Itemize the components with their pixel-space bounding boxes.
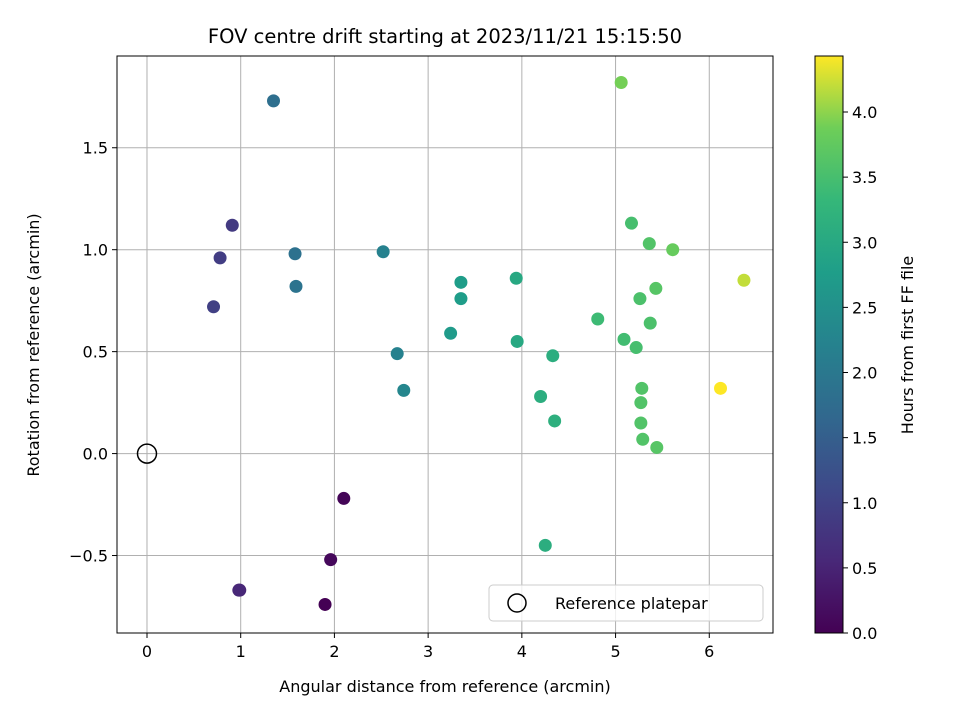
colorbar-tick-label: 0.5 — [852, 559, 877, 578]
data-point — [510, 334, 524, 348]
data-point — [207, 300, 221, 314]
data-points — [136, 76, 751, 611]
data-point — [629, 341, 643, 355]
data-point — [633, 292, 647, 306]
y-tick-label: 1.0 — [83, 241, 108, 260]
data-point — [289, 279, 303, 293]
data-point — [390, 347, 404, 361]
y-tick-label: −0.5 — [69, 547, 108, 566]
x-tick-label: 6 — [704, 642, 714, 661]
data-point — [454, 292, 468, 306]
data-point — [267, 94, 281, 108]
data-point — [591, 312, 605, 326]
data-point — [642, 237, 656, 251]
grid-lines — [117, 56, 773, 633]
data-point — [376, 245, 390, 259]
data-point — [636, 432, 650, 446]
y-tick-label: 1.5 — [83, 139, 108, 158]
data-point — [737, 273, 751, 287]
data-point — [546, 349, 560, 363]
data-point — [534, 389, 548, 403]
data-point — [666, 243, 680, 257]
data-point — [454, 275, 468, 289]
colorbar-gradient — [814, 55, 844, 634]
colorbar-tick-label: 2.0 — [852, 364, 877, 383]
colorbar-tick-label: 1.0 — [852, 494, 877, 513]
x-tick-label: 2 — [329, 642, 339, 661]
colorbar-tick-label: 4.0 — [852, 103, 877, 122]
data-point — [232, 583, 246, 597]
data-point — [649, 281, 663, 295]
colorbar-tick-label: 1.5 — [852, 429, 877, 448]
data-point — [714, 381, 728, 395]
plot-frame — [116, 55, 774, 634]
colorbar: 0.0 0.5 1.0 1.5 2.0 2.5 3.0 3.5 4.0 Hours from f… — [814, 55, 917, 643]
colorbar-tick-label: 2.5 — [852, 298, 877, 317]
data-point — [634, 396, 648, 410]
y-axis-ticks: −0.5 0.0 0.5 1.0 1.5 — [69, 139, 117, 566]
x-tick-label: 0 — [142, 642, 152, 661]
data-point — [509, 271, 523, 285]
data-point — [397, 383, 411, 397]
y-tick-label: 0.5 — [83, 343, 108, 362]
x-tick-label: 1 — [236, 642, 246, 661]
y-tick-label: 0.0 — [83, 445, 108, 464]
data-point — [635, 381, 649, 395]
colorbar-tick-label: 3.0 — [852, 233, 877, 252]
data-point — [538, 538, 552, 552]
reference-platepar-marker — [136, 443, 158, 464]
x-tick-label: 3 — [423, 642, 433, 661]
data-point — [288, 247, 302, 261]
data-point — [318, 597, 332, 611]
data-point — [225, 218, 239, 232]
x-axis-ticks: 0 1 2 3 4 5 6 — [142, 633, 714, 661]
data-point — [634, 416, 648, 430]
legend: Reference platepar — [488, 584, 764, 622]
colorbar-ticks: 0.0 0.5 1.0 1.5 2.0 2.5 3.0 3.5 4.0 — [843, 103, 877, 643]
data-point — [650, 440, 664, 454]
legend-marker — [507, 593, 527, 613]
data-point — [213, 251, 227, 265]
legend-entry-label: Reference platepar — [555, 594, 708, 613]
data-point — [324, 553, 338, 567]
data-point — [444, 326, 458, 340]
colorbar-tick-label: 3.5 — [852, 168, 877, 187]
data-point — [617, 332, 631, 346]
y-axis-label: Rotation from reference (arcmin) — [24, 213, 43, 476]
data-point — [643, 316, 657, 330]
data-point — [548, 414, 562, 428]
data-point — [614, 76, 628, 90]
colorbar-label: Hours from first FF file — [898, 256, 917, 435]
x-axis-label: Angular distance from reference (arcmin) — [279, 677, 610, 696]
x-tick-label: 4 — [517, 642, 527, 661]
legend-box — [488, 584, 764, 622]
x-tick-label: 5 — [610, 642, 620, 661]
colorbar-tick-label: 0.0 — [852, 624, 877, 643]
data-point — [337, 491, 351, 505]
data-point — [624, 216, 638, 230]
chart-title: FOV centre drift starting at 2023/11/21 … — [208, 25, 682, 48]
